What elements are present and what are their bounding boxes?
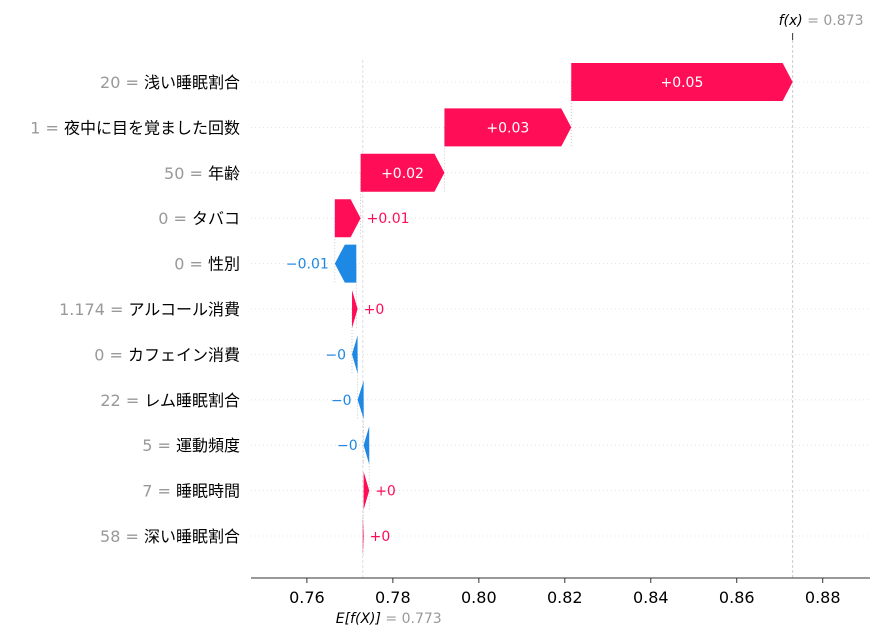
- bars: [334, 63, 793, 555]
- feature-value: 7 =: [142, 482, 176, 501]
- feature-name: レム睡眠割合: [144, 391, 240, 410]
- base-value-annotation: E[f(X)] = 0.773: [336, 611, 442, 627]
- feature-name: 性別: [208, 255, 240, 274]
- output-value-annotation: f(x) = 0.873: [779, 13, 864, 29]
- bar-labels: +0.05 +0.03 +0.02 +0.01 −0.01 +0 −0 −0 −0 +0 +0: [286, 75, 703, 545]
- feature-name: アルコール消費: [128, 300, 240, 319]
- feature-value: 20 =: [100, 73, 144, 92]
- feature-label-3: 50 = 年齢: [164, 164, 240, 183]
- bar-label-4: +0.01: [367, 211, 410, 227]
- feature-value: 58 =: [100, 527, 144, 546]
- bar-label-11: +0: [370, 529, 391, 545]
- bar-label-3: +0.02: [381, 166, 424, 182]
- feature-name: 浅い睡眠割合: [144, 73, 240, 92]
- bar-4: [334, 199, 361, 238]
- feature-label-5: 0 = 性別: [174, 255, 240, 274]
- feature-value: 0 =: [94, 345, 128, 364]
- feature-label-8: 22 = レム睡眠割合: [100, 391, 240, 410]
- feature-label-9: 5 = 運動頻度: [142, 436, 240, 455]
- bar-9: [363, 426, 370, 465]
- bar-6: [352, 290, 358, 328]
- bar-label-9: −0: [337, 438, 358, 454]
- feature-name: 夜中に目を覚ました回数: [64, 118, 240, 137]
- feature-label-10: 7 = 睡眠時間: [142, 482, 240, 501]
- annotations: E[f(X)] = 0.773 f(x) = 0.873: [336, 13, 864, 627]
- feature-label-6: 1.174 = アルコール消費: [59, 300, 240, 319]
- bar-11: [362, 517, 364, 555]
- connector-lines: [334, 33, 794, 578]
- feature-value: 0 =: [174, 255, 208, 274]
- feature-name: 深い睡眠割合: [144, 527, 240, 546]
- output-value-number: = 0.873: [807, 13, 863, 29]
- feature-labels: 20 = 浅い睡眠割合 1 = 夜中に目を覚ました回数 50 = 年齢 0 = タバコ…: [30, 73, 240, 546]
- x-tick-label: 0.80: [461, 588, 497, 607]
- base-value-symbol: E[f(X)]: [336, 611, 386, 627]
- feature-name: カフェイン消費: [128, 345, 240, 364]
- feature-label-1: 20 = 浅い睡眠割合: [100, 73, 240, 92]
- feature-name: 年齢: [208, 164, 240, 183]
- bar-7: [352, 335, 358, 374]
- row-gridlines: [251, 81, 870, 537]
- output-value-symbol: f(x): [779, 13, 808, 29]
- x-tick-label: 0.78: [375, 588, 411, 607]
- bar-label-2: +0.03: [486, 120, 529, 136]
- bar-label-1: +0.05: [660, 75, 703, 91]
- base-value-number: = 0.773: [385, 611, 441, 627]
- bar-label-7: −0: [325, 347, 346, 363]
- bar-label-8: −0: [331, 393, 352, 409]
- bar-label-6: +0: [364, 302, 385, 318]
- bar-2: [444, 108, 572, 147]
- feature-name: タバコ: [192, 209, 240, 228]
- x-tick-label: 0.86: [719, 588, 755, 607]
- feature-value: 0 =: [158, 209, 192, 228]
- feature-label-2: 1 = 夜中に目を覚ました回数: [30, 118, 240, 137]
- feature-value: 5 =: [142, 436, 176, 455]
- x-axis: 0.76 0.78 0.80 0.82 0.84 0.86 0.88: [251, 577, 870, 607]
- feature-name: 運動頻度: [176, 436, 240, 455]
- feature-value: 50 =: [164, 164, 208, 183]
- feature-name: 睡眠時間: [176, 482, 240, 501]
- feature-value: 1.174 =: [59, 300, 128, 319]
- bar-10: [363, 471, 370, 510]
- bar-1: [571, 63, 793, 101]
- feature-value: 1 =: [30, 118, 64, 137]
- feature-value: 22 =: [100, 391, 144, 410]
- feature-label-4: 0 = タバコ: [158, 209, 240, 228]
- x-tick-label: 0.84: [633, 588, 669, 607]
- feature-label-7: 0 = カフェイン消費: [94, 345, 240, 364]
- x-tick-label: 0.76: [289, 588, 325, 607]
- bar-3: [360, 153, 445, 192]
- x-tick-label: 0.88: [805, 588, 841, 607]
- bar-5: [334, 244, 357, 283]
- bar-8: [357, 380, 364, 419]
- feature-label-11: 58 = 深い睡眠割合: [100, 527, 240, 546]
- x-tick-label: 0.82: [547, 588, 583, 607]
- bar-label-5: −0.01: [286, 257, 329, 273]
- bar-label-10: +0: [375, 484, 396, 500]
